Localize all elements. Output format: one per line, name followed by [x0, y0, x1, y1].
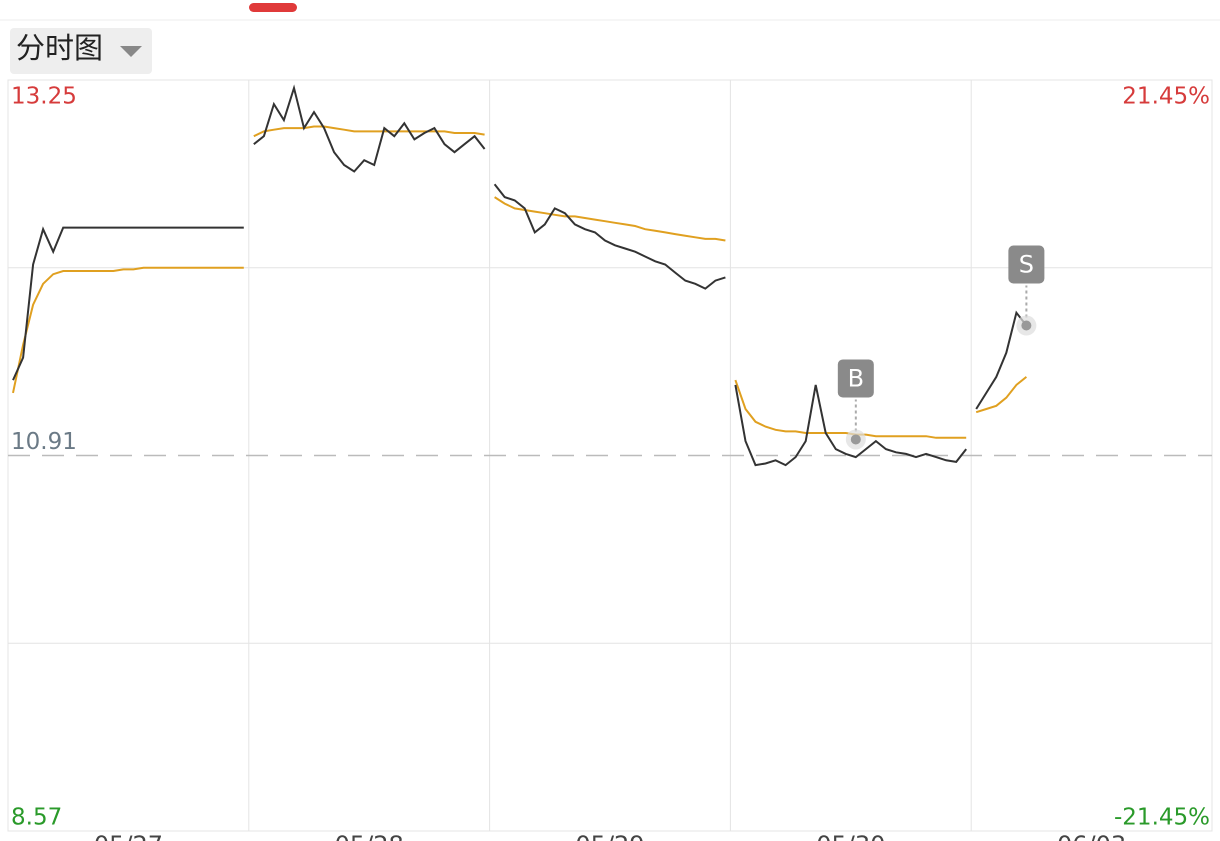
trade-label: B [848, 364, 864, 392]
average-line [494, 196, 726, 242]
x-tick-label: 05/30 [816, 831, 885, 841]
chart-type-dropdown[interactable] [10, 28, 152, 74]
price-line [493, 183, 726, 290]
x-tick-label: 05/28 [335, 831, 404, 841]
tab-indicator[interactable] [249, 3, 297, 12]
trade-label: S [1019, 251, 1034, 279]
average-line [975, 376, 1028, 414]
price-line [734, 384, 967, 467]
trade-point [850, 434, 861, 445]
y-tick-label: 10.91 [11, 429, 77, 455]
price-line [975, 310, 1028, 410]
dropdown-arrow [120, 46, 142, 57]
trade-badge [1008, 245, 1045, 284]
average-line [253, 125, 485, 138]
chart-title: 分时图 [16, 31, 103, 65]
x-tick-label: 06/03 [1057, 831, 1126, 841]
x-tick-label: 05/29 [575, 831, 644, 841]
y2-tick-label: 21.45% [1122, 84, 1210, 110]
y2-tick-label: -21.45% [1114, 805, 1210, 831]
price-line [12, 226, 244, 381]
y-tick-label: 8.57 [11, 805, 62, 831]
average-line [12, 266, 244, 394]
trade-point [1021, 320, 1032, 331]
trade-badge [837, 359, 874, 398]
y-tick-label: 13.25 [11, 84, 77, 110]
price-line [253, 84, 486, 173]
x-tick-label: 05/27 [94, 831, 163, 841]
